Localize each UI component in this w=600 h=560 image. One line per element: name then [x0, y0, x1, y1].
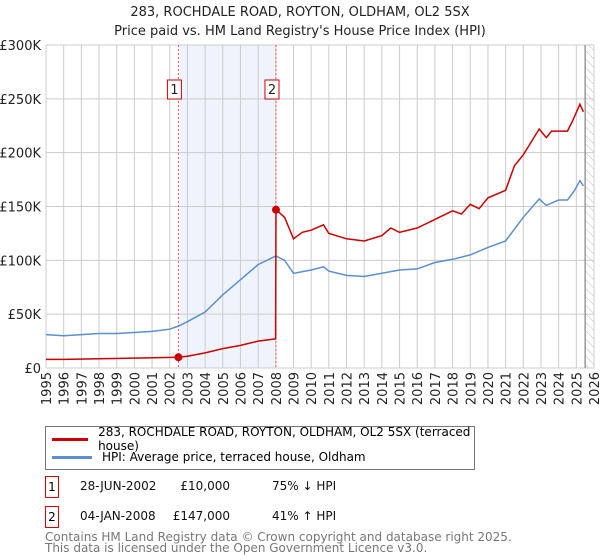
x-tick-label: 2002 — [164, 372, 179, 405]
y-tick-label: £0 — [24, 362, 41, 377]
x-tick-label: 2012 — [341, 372, 356, 405]
x-tick-label: 2014 — [376, 372, 391, 405]
sale-point — [271, 205, 280, 214]
transaction-date: 28-JUN-2002 — [80, 479, 157, 493]
x-tick-label: 1997 — [75, 372, 90, 405]
transaction-hpi: 75% ↓ HPI — [272, 479, 337, 493]
x-tick-label: 2019 — [464, 372, 479, 405]
sale-marker-badge — [264, 79, 280, 100]
x-tick-label: 2026 — [588, 372, 600, 405]
transaction-price: £10,000 — [180, 479, 230, 493]
transaction-date: 04-JAN-2008 — [80, 509, 156, 523]
x-tick-label: 2023 — [535, 372, 550, 405]
sale-marker-label: 2 — [268, 83, 276, 98]
chart-subtitle: Price paid vs. HM Land Registry's House … — [114, 24, 486, 39]
chart-title: 283, ROCHDALE ROAD, ROYTON, OLDHAM, OL2 … — [130, 5, 470, 20]
y-tick-label: £300K — [0, 39, 41, 54]
x-tick-label: 1996 — [58, 372, 73, 405]
x-tick-label: 2020 — [482, 372, 497, 405]
footer-line: Contains HM Land Registry data © Crown c… — [45, 530, 512, 544]
legend-swatch-blue — [52, 455, 92, 459]
footer-line: This data is licensed under the Open Gov… — [45, 541, 428, 555]
y-tick-label: £250K — [0, 93, 41, 108]
x-tick-label: 2016 — [411, 372, 426, 405]
transaction-badge: 2 — [45, 506, 59, 528]
x-tick-label: 2003 — [181, 372, 196, 405]
transaction-badge: 1 — [45, 476, 59, 498]
x-tick-label: 1998 — [93, 372, 108, 405]
x-tick-label: 2025 — [570, 372, 585, 405]
x-tick-label: 2009 — [287, 372, 302, 405]
x-tick-label: 2017 — [429, 372, 444, 405]
x-tick-label: 1999 — [111, 372, 126, 405]
x-tick-label: 2018 — [447, 372, 462, 405]
property-price-line — [46, 102, 585, 361]
x-tick-label: 2007 — [252, 372, 267, 405]
y-tick-label: £50K — [8, 308, 42, 323]
sale-marker-badge — [166, 79, 182, 100]
x-tick-label: 2024 — [553, 372, 568, 405]
legend-swatch-red — [52, 437, 89, 441]
legend-label: 283, ROCHDALE ROAD, ROYTON, OLDHAM, OL2 … — [98, 425, 471, 453]
hpi-line — [45, 179, 585, 337]
x-tick-label: 2010 — [305, 372, 320, 405]
x-tick-label: 2022 — [517, 372, 532, 405]
legend-label: HPI: Average price, terraced house, Oldh… — [102, 450, 366, 464]
legend-item-hpi: HPI: Average price, terraced house, Oldh… — [52, 449, 366, 465]
transaction-hpi: 41% ↑ HPI — [272, 509, 337, 523]
x-tick-label: 2013 — [358, 372, 373, 405]
x-tick-label: 2005 — [217, 372, 232, 405]
x-tick-label: 2011 — [323, 372, 338, 405]
x-tick-label: 2021 — [500, 372, 515, 405]
y-tick-label: £150K — [0, 201, 41, 216]
x-tick-label: 2015 — [394, 372, 409, 405]
x-tick-label: 2001 — [146, 372, 161, 405]
x-tick-label: 2004 — [199, 372, 214, 405]
legend: 283, ROCHDALE ROAD, ROYTON, OLDHAM, OL2 … — [45, 425, 475, 470]
legend-item-property: 283, ROCHDALE ROAD, ROYTON, OLDHAM, OL2 … — [52, 425, 474, 453]
x-tick-label: 2006 — [234, 372, 249, 405]
x-tick-label: 1995 — [40, 372, 55, 405]
x-tick-label: 2000 — [128, 372, 143, 405]
y-tick-label: £100K — [0, 254, 41, 269]
sale-marker-label: 1 — [170, 83, 178, 98]
transaction-price: £147,000 — [172, 509, 230, 523]
sale-point — [174, 353, 183, 362]
footer: Contains HM Land Registry data © Crown c… — [45, 530, 512, 555]
y-tick-label: £200K — [0, 147, 41, 162]
price-chart: 1995 1996 1997 1998 1999 2000 2001 2002 2003 2004… — [0, 39, 600, 405]
x-tick-label: 2008 — [270, 372, 285, 405]
